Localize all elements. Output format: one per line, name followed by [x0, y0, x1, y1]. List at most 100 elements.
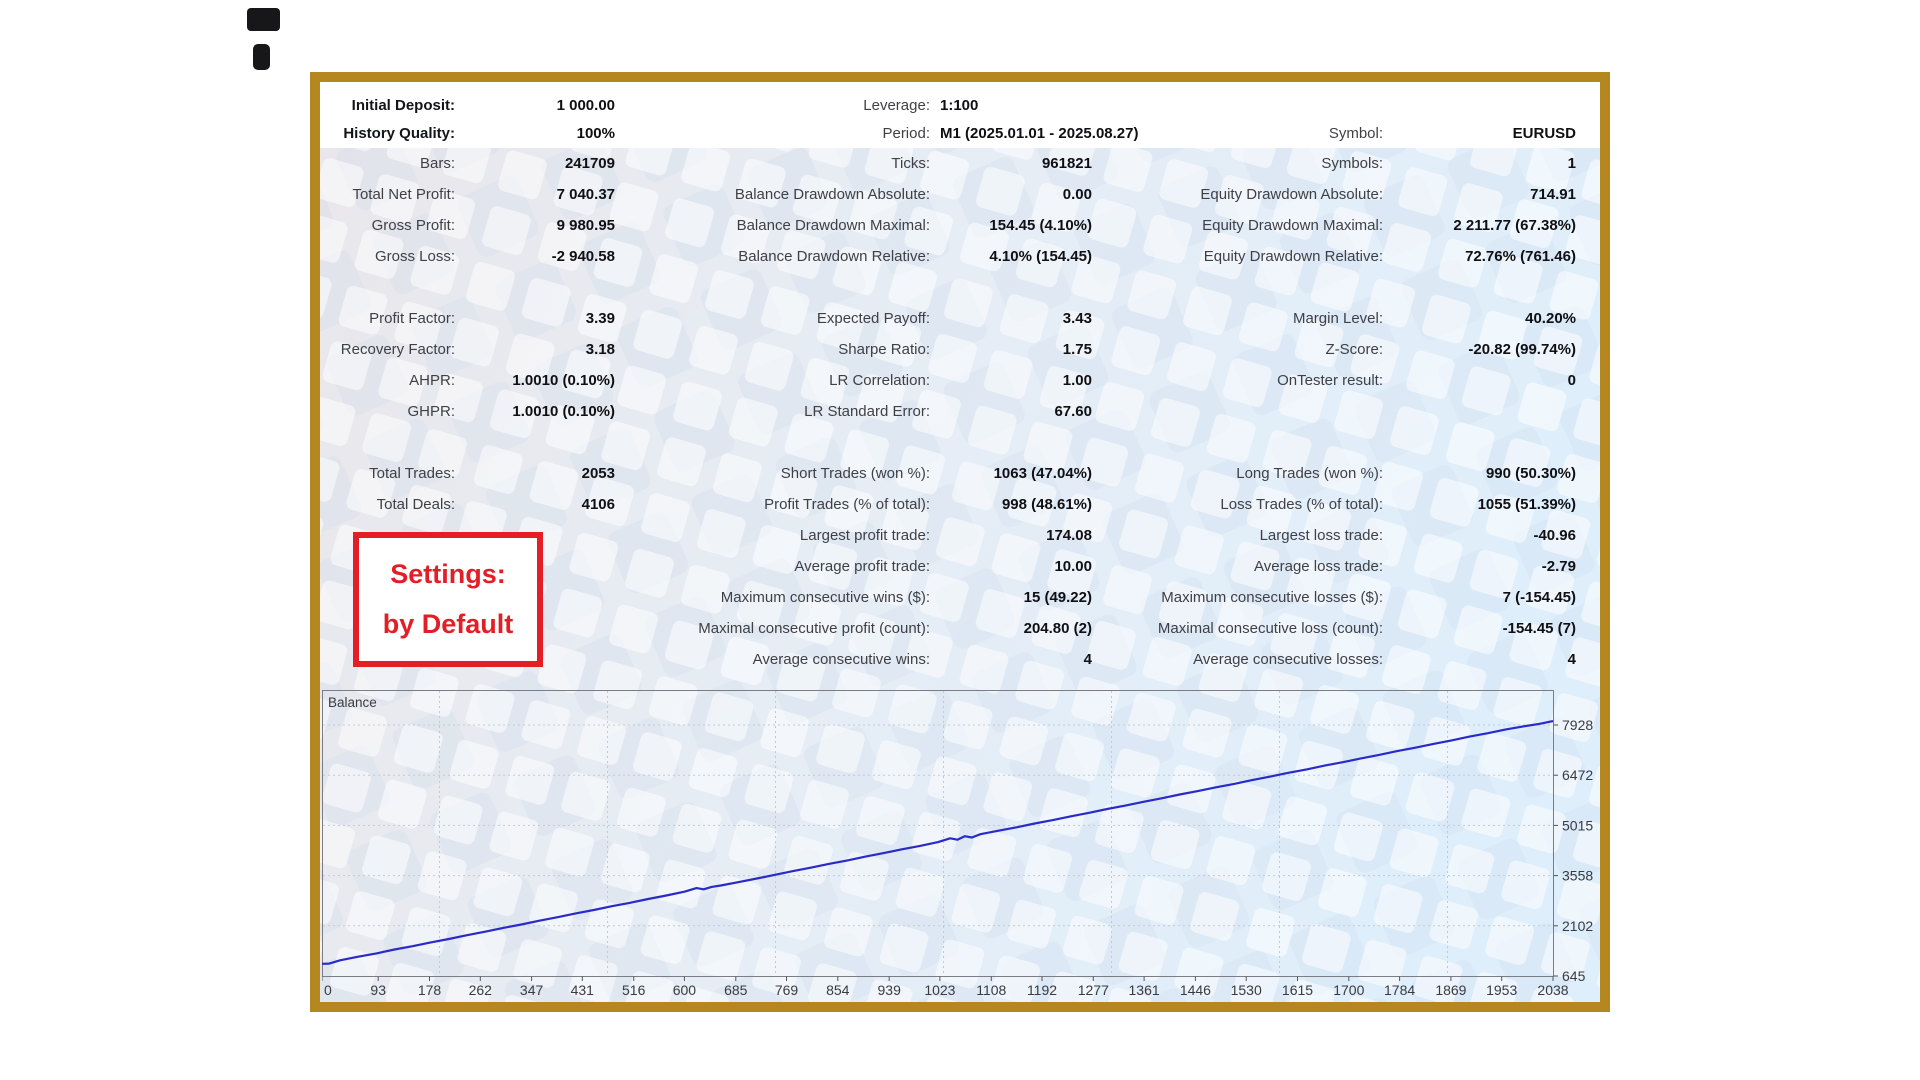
- x-axis-label: 347: [520, 982, 544, 998]
- stat-value: 3.43: [1062, 310, 1092, 327]
- stat-value: 4106: [581, 496, 615, 513]
- x-axis-label: 1361: [1129, 982, 1160, 998]
- stat-label: Z-Score:: [1325, 341, 1383, 358]
- stat-value: 961821: [1041, 155, 1092, 172]
- x-axis-label: 685: [724, 982, 748, 998]
- stat-value: 4: [1083, 651, 1092, 668]
- y-axis-label: 3558: [1562, 868, 1593, 884]
- stat-label: Largest profit trade:: [799, 527, 930, 544]
- stat-value: -40.96: [1533, 527, 1576, 544]
- stat-label: Largest loss trade:: [1259, 527, 1383, 544]
- stat-label: Balance Drawdown Absolute:: [734, 186, 930, 203]
- stat-label: Average profit trade:: [794, 558, 930, 575]
- leverage-label: Leverage:: [863, 96, 930, 114]
- stat-value: 2053: [581, 465, 615, 482]
- stat-label: Gross Profit:: [371, 217, 455, 234]
- settings-badge-line1: Settings:: [390, 559, 506, 589]
- stat-value: 998 (48.61%): [1001, 496, 1092, 513]
- stat-label: Maximal consecutive loss (count):: [1157, 620, 1383, 637]
- stat-value: 40.20%: [1525, 310, 1576, 327]
- stat-label: Profit Trades (% of total):: [764, 496, 930, 513]
- stat-value: -154.45 (7): [1502, 620, 1576, 637]
- stat-value: 990 (50.30%): [1485, 465, 1576, 482]
- stat-value: 7 (-154.45): [1502, 589, 1576, 606]
- stat-value: 15 (49.22): [1023, 589, 1092, 606]
- stat-value: 3.18: [585, 341, 615, 358]
- period-label: Period:: [882, 124, 930, 142]
- stat-value: 1.0010 (0.10%): [512, 403, 615, 420]
- stat-label: LR Standard Error:: [804, 403, 930, 420]
- x-axis-label: 1446: [1180, 982, 1211, 998]
- stat-value: 2 211.77 (67.38%): [1453, 217, 1576, 234]
- x-axis-label: 1700: [1333, 982, 1364, 998]
- stat-label: Short Trades (won %):: [780, 465, 930, 482]
- x-axis-label: 1277: [1078, 982, 1109, 998]
- symbol-label: Symbol:: [1328, 124, 1383, 142]
- settings-badge-line2: by Default: [382, 609, 514, 639]
- stat-label: GHPR:: [407, 403, 455, 420]
- stat-value: 714.91: [1530, 186, 1576, 203]
- x-axis-label: 769: [775, 982, 799, 998]
- stat-label: Gross Loss:: [374, 248, 455, 265]
- stat-label: Expected Payoff:: [816, 310, 930, 327]
- stat-label: Margin Level:: [1292, 310, 1383, 327]
- stat-label: LR Correlation:: [829, 372, 930, 389]
- stat-value: 7 040.37: [556, 186, 615, 203]
- x-axis-label: 93: [370, 982, 386, 998]
- report-frame: Initial Deposit: 1 000.00 Leverage: 1:10…: [310, 72, 1610, 1012]
- stats-table: Bars: 241709 Ticks: 961821 Symbols: 1 Total Ne…: [320, 148, 1600, 675]
- stat-value: 0: [1567, 372, 1576, 389]
- plot-border: [322, 690, 1554, 977]
- stat-value: 4: [1567, 651, 1576, 668]
- stat-value: 3.39: [585, 310, 615, 327]
- x-axis-label: 854: [826, 982, 850, 998]
- history-quality-label: History Quality:: [343, 124, 455, 142]
- stat-value: 10.00: [1054, 558, 1092, 575]
- stat-value: -20.82 (99.74%): [1468, 341, 1576, 358]
- stat-label: Recovery Factor:: [340, 341, 455, 358]
- stat-value: 174.08: [1046, 527, 1092, 544]
- settings-badge: Settings: by Default: [353, 532, 543, 667]
- initial-deposit-label: Initial Deposit:: [351, 96, 455, 114]
- header-grid: Initial Deposit: 1 000.00 Leverage: 1:10…: [320, 91, 1600, 147]
- x-axis-label: 1192: [1027, 982, 1057, 998]
- leverage-value: 1:100: [940, 96, 979, 114]
- stat-value: 72.76% (761.46): [1465, 248, 1576, 265]
- x-axis-label: 1953: [1486, 982, 1517, 998]
- stat-value: 154.45 (4.10%): [989, 217, 1092, 234]
- x-axis-label: 0: [324, 982, 332, 998]
- x-axis-label: 600: [673, 982, 697, 998]
- stat-label: Maximal consecutive profit (count):: [698, 620, 930, 637]
- y-axis-label: 645: [1562, 968, 1586, 984]
- x-axis-label: 1869: [1435, 982, 1466, 998]
- stat-label: Total Trades:: [369, 465, 455, 482]
- stat-label: Profit Factor:: [369, 310, 455, 327]
- stat-label: Total Net Profit:: [352, 186, 455, 203]
- stat-label: Sharpe Ratio:: [838, 341, 930, 358]
- stat-label: Ticks:: [891, 155, 930, 172]
- x-axis-label: 431: [571, 982, 595, 998]
- initial-deposit-value: 1 000.00: [556, 96, 615, 114]
- stat-label: OnTester result:: [1277, 372, 1383, 389]
- y-axis-label: 7928: [1562, 717, 1593, 733]
- x-axis-label: 262: [469, 982, 493, 998]
- stat-value: 1.75: [1062, 341, 1092, 358]
- stat-value: 204.80 (2): [1023, 620, 1092, 637]
- stat-value: 67.60: [1054, 403, 1092, 420]
- x-axis-label: 1108: [976, 982, 1006, 998]
- stat-value: 1055 (51.39%): [1477, 496, 1576, 513]
- stat-label: Maximum consecutive losses ($):: [1161, 589, 1383, 606]
- stat-label: Long Trades (won %):: [1236, 465, 1383, 482]
- stat-label: Total Deals:: [376, 496, 455, 513]
- stat-label: Balance Drawdown Relative:: [738, 248, 930, 265]
- corner-artifact-shape: [247, 8, 280, 70]
- period-value: M1 (2025.01.01 - 2025.08.27): [940, 124, 1139, 142]
- stat-label: AHPR:: [409, 372, 455, 389]
- y-axis-label: 6472: [1562, 767, 1593, 783]
- x-axis-label: 939: [878, 982, 902, 998]
- balance-line: [321, 720, 1554, 965]
- x-axis-label: 1615: [1282, 982, 1313, 998]
- stat-label: Average consecutive wins:: [752, 651, 930, 668]
- x-axis-label: 178: [418, 982, 442, 998]
- stat-value: 4.10% (154.45): [989, 248, 1092, 265]
